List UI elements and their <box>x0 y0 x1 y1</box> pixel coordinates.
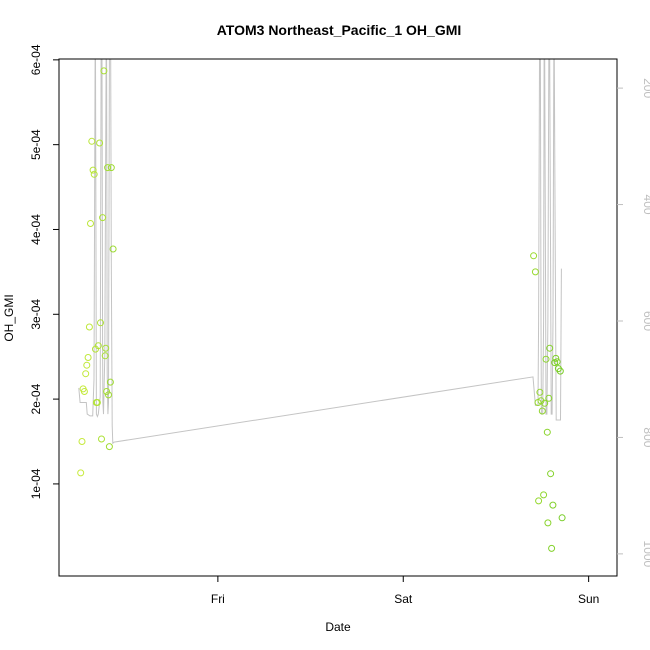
y-tick-label: 1e-04 <box>29 468 43 499</box>
data-point <box>552 354 560 362</box>
data-point <box>102 344 110 352</box>
y2-tick-label: 200 <box>641 78 650 98</box>
data-point <box>543 428 551 436</box>
plot-content <box>77 58 566 552</box>
data-point <box>89 166 97 174</box>
data-point <box>101 352 109 360</box>
data-point <box>535 497 543 505</box>
data-point <box>99 214 107 222</box>
data-point <box>105 443 113 451</box>
data-point <box>542 355 550 363</box>
data-point <box>80 388 88 395</box>
chart-title: ATOM3 Northeast_Pacific_1 OH_GMI <box>217 22 462 38</box>
data-point <box>558 514 566 522</box>
data-point <box>98 435 105 443</box>
data-point <box>85 323 93 331</box>
data-point <box>77 469 85 477</box>
data-point <box>107 164 115 172</box>
x-axis-label: Date <box>325 620 351 634</box>
data-point <box>544 519 552 527</box>
plot-frame <box>58 58 618 577</box>
y-tick-label: 6e-04 <box>29 44 43 75</box>
data-point <box>94 342 102 350</box>
y2-tick-label: 600 <box>641 311 650 331</box>
y-tick-label: 4e-04 <box>29 214 43 245</box>
data-point <box>90 170 98 178</box>
y2-tick-label: 1000 <box>641 541 650 568</box>
data-point <box>93 399 101 406</box>
y2-tick-label: 800 <box>641 427 650 447</box>
data-point <box>84 354 92 361</box>
y2-axis: 200 400 600 800 1000 <box>617 78 650 568</box>
data-point <box>83 361 91 369</box>
x-tick-label: Sun <box>578 592 599 606</box>
data-point <box>531 268 539 276</box>
y-axis: 1e-04 2e-04 3e-04 4e-04 5e-04 6e-04 <box>29 44 59 499</box>
data-point <box>96 139 104 147</box>
data-point <box>82 370 90 378</box>
data-point <box>103 388 111 395</box>
data-point <box>548 544 556 552</box>
data-point <box>530 252 538 260</box>
data-point <box>553 358 561 366</box>
data-point <box>78 438 86 445</box>
data-point <box>546 344 554 352</box>
y-axis-label: OH_GMI <box>2 294 16 341</box>
data-point <box>88 137 96 145</box>
y2-tick-label: 400 <box>641 195 650 215</box>
data-point <box>545 394 553 402</box>
y-tick-label: 5e-04 <box>29 129 43 160</box>
data-point <box>105 391 112 399</box>
data-point <box>97 319 104 327</box>
data-point <box>536 388 544 396</box>
data-point <box>87 220 94 227</box>
x-tick-label: Fri <box>211 592 225 606</box>
data-point <box>538 407 546 415</box>
x-tick-label: Sat <box>394 592 413 606</box>
data-point <box>549 501 557 509</box>
data-point <box>556 367 564 375</box>
data-point <box>541 399 549 407</box>
data-point <box>100 67 108 75</box>
pressure-line <box>78 58 562 445</box>
y-tick-label: 2e-04 <box>29 383 43 414</box>
data-point <box>104 164 112 172</box>
data-point <box>547 470 555 478</box>
y-tick-label: 3e-04 <box>29 299 43 330</box>
data-point <box>109 245 117 253</box>
data-point <box>106 378 114 386</box>
data-point <box>540 491 548 499</box>
x-axis: FriSatSunMon <box>211 576 599 606</box>
